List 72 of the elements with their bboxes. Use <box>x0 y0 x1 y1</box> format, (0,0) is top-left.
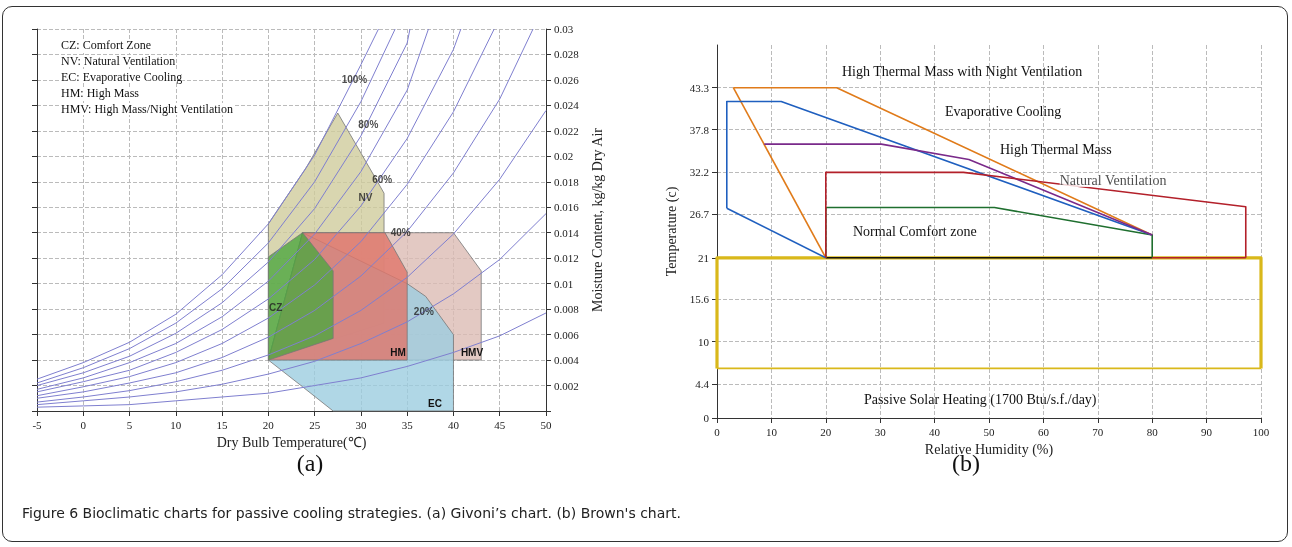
x-tick-label: 80 <box>1146 425 1159 438</box>
x-axis-title: Dry Bulb Temperature(℃) <box>216 434 367 451</box>
annotation: High Thermal Mass with Night Ventilation <box>842 63 1083 79</box>
annotation: Evaporative Cooling <box>945 103 1062 119</box>
x-tick-label: 50 <box>540 418 552 431</box>
x-tick-label: 5 <box>126 418 133 431</box>
y-tick-label: 0.03 <box>554 23 574 35</box>
annotation: HM <box>390 346 406 358</box>
x-tick-label: 100 <box>1252 425 1270 438</box>
annotation: EC: Evaporative Cooling <box>61 70 183 84</box>
y-tick-label: 0.008 <box>554 303 580 316</box>
x-tick-label: 70 <box>1092 425 1104 438</box>
y-axis-title: Temperature (c) <box>664 186 681 277</box>
y-tick-label: 0.014 <box>554 226 580 239</box>
y-tick-label: 21 <box>698 251 709 264</box>
annotation: 100% <box>341 74 368 86</box>
caption: Figure 6 Bioclimatic charts for passive cooling strategies. (a) Givoni’s chart. (b) Brown's chart. <box>22 505 682 521</box>
x-tick-label: 35 <box>401 418 414 431</box>
x-tick-label: 90 <box>1201 425 1213 438</box>
y-tick-label: 0.026 <box>554 73 580 86</box>
y-tick-label: 26.7 <box>689 208 710 221</box>
annotation: 80% <box>358 119 379 130</box>
y-tick-label: 0.028 <box>554 48 580 61</box>
x-tick-label: 10 <box>170 418 182 431</box>
x-tick-label: 20 <box>820 425 832 438</box>
y-tick-label: 15.6 <box>689 293 710 306</box>
annotation: HMV <box>460 346 484 358</box>
y-tick-label: 37.8 <box>689 123 710 136</box>
y-tick-label: 0.01 <box>554 277 574 290</box>
x-tick-label: 0 <box>714 425 721 438</box>
x-tick-label: 20 <box>262 418 275 431</box>
annotation: 60% <box>372 173 393 185</box>
x-tick-label: 25 <box>309 418 321 431</box>
y-tick-label: 0.018 <box>554 175 580 188</box>
x-tick-label: 45 <box>494 418 506 431</box>
x-tick-label: -5 <box>32 418 43 431</box>
x-tick-label: 40 <box>447 418 460 431</box>
y-tick-label: 43.3 <box>689 81 710 94</box>
x-tick-label: 30 <box>874 425 887 438</box>
annotation: NV: Natural Ventilation <box>61 54 176 68</box>
y-tick-label: 0.004 <box>554 354 580 367</box>
y-tick-label: 32.2 <box>689 166 709 179</box>
annotation: HMV: High Mass/Night Ventilation <box>61 102 233 116</box>
annotation: CZ <box>269 302 283 314</box>
text: (a) <box>296 450 324 476</box>
y-tick-label: 0.022 <box>554 124 579 137</box>
y-tick-label: 0.024 <box>554 99 580 112</box>
annotation: 40% <box>390 227 411 239</box>
annotation: High Thermal Mass <box>1000 141 1112 157</box>
x-tick-label: 30 <box>355 418 367 431</box>
y-tick-label: 0.016 <box>554 201 580 214</box>
annotation: HM: High Mass <box>61 86 140 100</box>
annotation: EC <box>428 397 442 409</box>
y-tick-label: 0.002 <box>554 379 579 392</box>
y-tick-label: 0.02 <box>554 150 574 163</box>
annotation: Natural Ventilation <box>1059 172 1167 188</box>
annotation: Normal Comfort zone <box>853 223 977 239</box>
annotation: Passive Solar Heating (1700 Btu/s.f./day) <box>864 391 1097 408</box>
y-tick-label: 4.4 <box>695 378 710 391</box>
x-tick-label: 10 <box>765 425 778 438</box>
y-tick-label: 0.006 <box>554 328 580 341</box>
x-tick-label: 40 <box>929 425 941 438</box>
y-tick-label: 0.012 <box>554 252 579 265</box>
x-tick-label: 15 <box>216 418 229 431</box>
annotation: NV <box>358 191 373 203</box>
x-tick-label: 60 <box>1037 425 1050 438</box>
y-axis-title: Moisture Content, kg/kg Dry Air <box>589 127 605 312</box>
x-tick-label: 50 <box>983 425 995 438</box>
annotation: CZ: Comfort Zone <box>61 38 151 52</box>
x-tick-label: 0 <box>80 418 87 431</box>
annotation: 20% <box>413 306 434 318</box>
y-tick-label: 10 <box>698 335 710 348</box>
